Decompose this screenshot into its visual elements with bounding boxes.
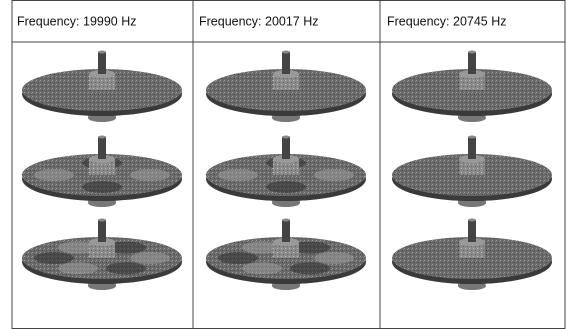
mode-lobe [58,262,98,274]
shaft-top [98,136,106,139]
shaft-top [98,219,106,222]
shaft [282,52,290,74]
column-header: Frequency: 19990 Hz [17,14,137,28]
shaft-top [282,219,290,222]
mode-lobe [82,181,122,193]
figure: Frequency: 19990 Hz Frequency: 20017 Hz … [0,0,566,329]
shaft-top [468,51,476,54]
mode-lobe [130,169,170,181]
mode-lobe [130,252,170,264]
shaft [468,220,476,242]
shaft [468,137,476,159]
shaft [282,220,290,242]
shaft [98,137,106,159]
mode-lobe [218,169,258,181]
mode-lobe [34,252,74,264]
shaft-top [282,136,290,139]
shaft-top [98,51,106,54]
mode-lobe [266,181,306,193]
mode-lobe [106,262,146,274]
mode-lobe [314,252,354,264]
mode-lobe [314,169,354,181]
shaft [282,137,290,159]
shaft [98,220,106,242]
shaft-top [468,219,476,222]
mode-lobe [34,169,74,181]
mode-shape-table: Frequency: 19990 Hz Frequency: 20017 Hz … [0,0,566,329]
shaft-top [282,51,290,54]
mode-lobe [242,262,282,274]
shaft [468,52,476,74]
column-header: Frequency: 20745 Hz [387,14,507,28]
mode-lobe [290,262,330,274]
shaft [98,52,106,74]
column-header: Frequency: 20017 Hz [199,14,319,28]
mode-lobe [218,252,258,264]
shaft-top [468,136,476,139]
